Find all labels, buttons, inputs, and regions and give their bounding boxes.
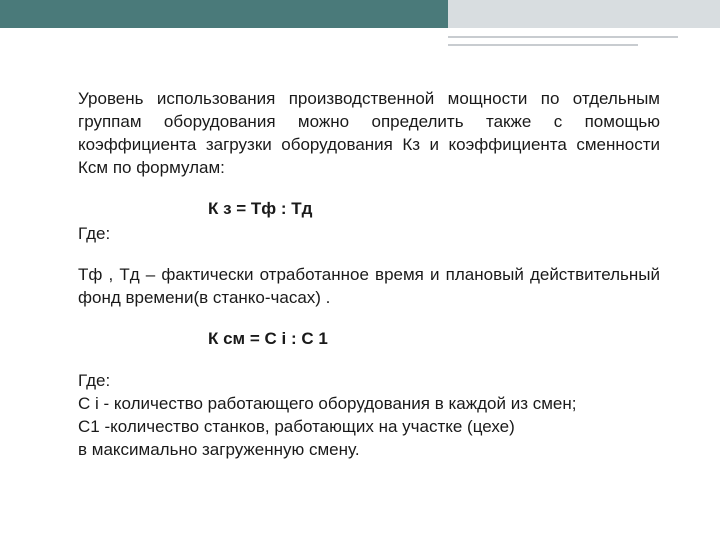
- explanation-1: Тф , Тд – фактически отработанное время …: [78, 264, 660, 310]
- accent-line-2: [448, 44, 638, 46]
- where-label-2: Где:: [78, 370, 660, 393]
- top-bar-teal: [0, 0, 448, 28]
- where-label-1: Где:: [78, 223, 660, 246]
- formula-kz: К з = Тф : Тд: [78, 198, 660, 221]
- where2-line1: С i - количество работающего оборудовани…: [78, 393, 660, 416]
- where2-line2: С1 -количество станков, работающих на уч…: [78, 416, 660, 439]
- where-block-2: Где: С i - количество работающего оборуд…: [78, 370, 660, 462]
- slide-content: Уровень использования производственной м…: [78, 88, 660, 462]
- accent-line-1: [448, 36, 678, 38]
- top-decoration-bar: [0, 0, 720, 28]
- where2-line3: в максимально загруженную смену.: [78, 439, 660, 462]
- formula-ksm: К см = С i : С 1: [78, 328, 660, 351]
- top-bar-light: [448, 0, 720, 28]
- intro-paragraph: Уровень использования производственной м…: [78, 88, 660, 180]
